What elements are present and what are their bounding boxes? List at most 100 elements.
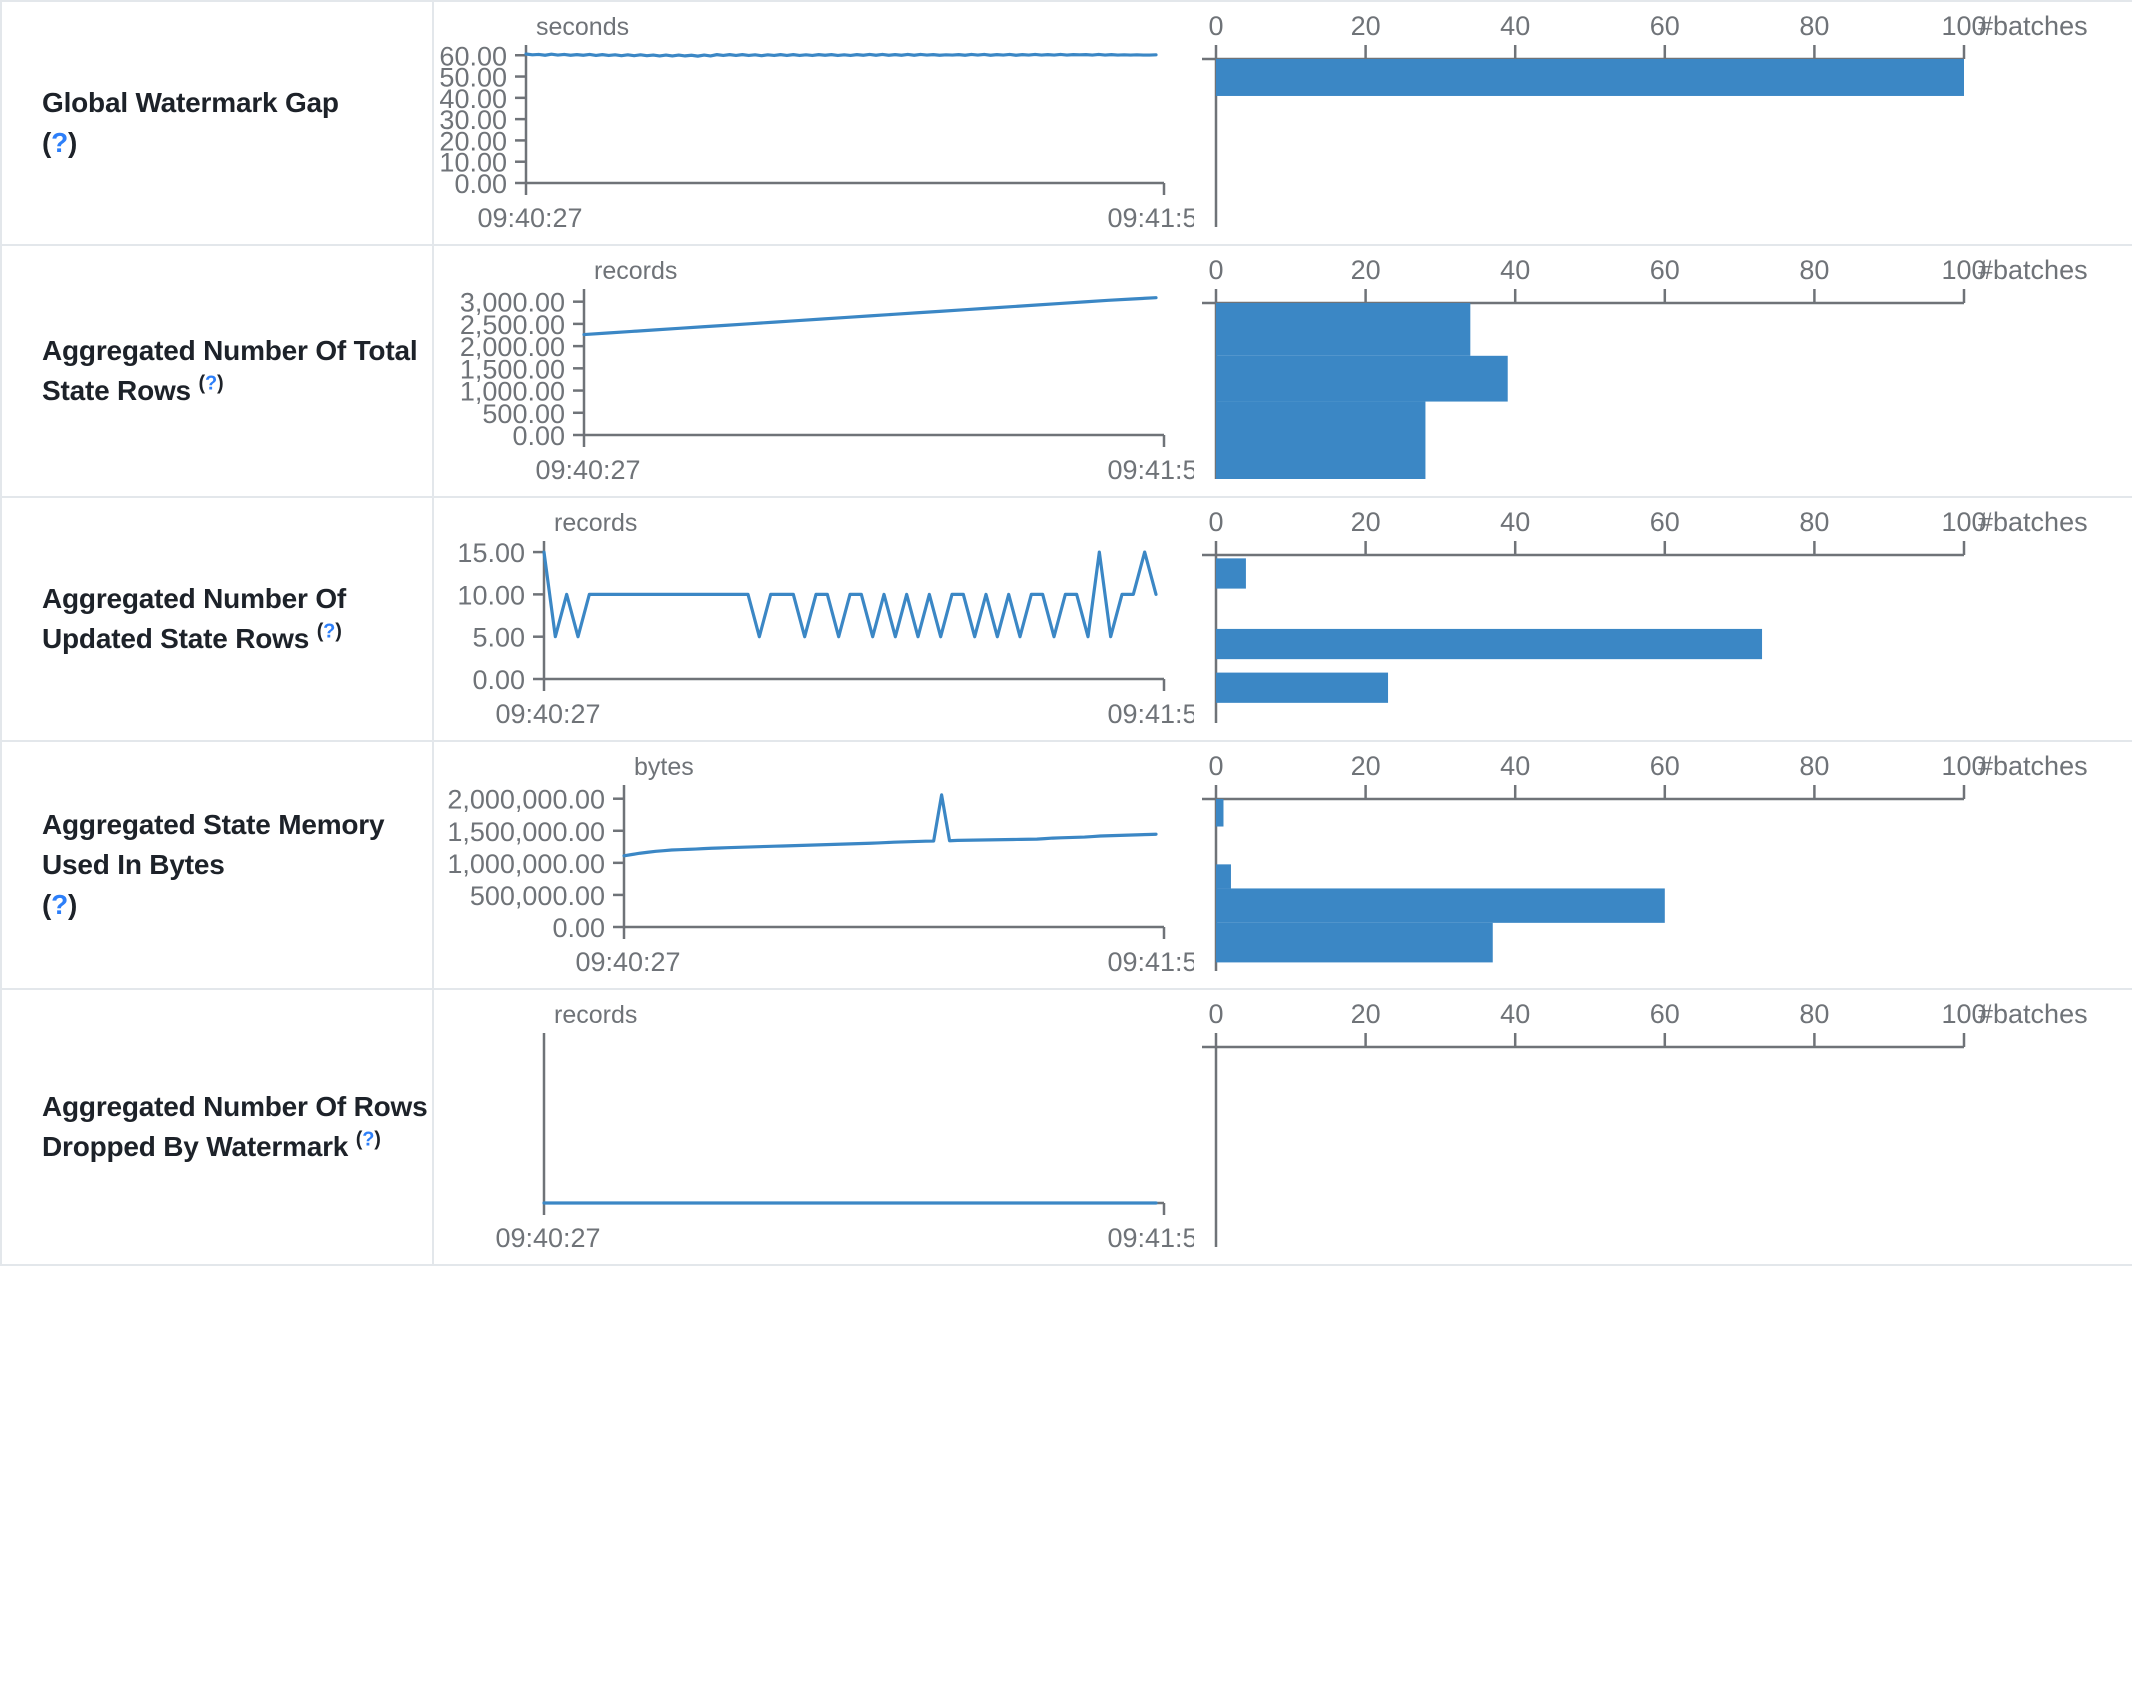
hist-x-axis-tick-label: 20 <box>1351 999 1381 1029</box>
y-axis-tick-label: 30.00 <box>439 105 507 135</box>
x-axis-tick-label-start: 09:40:27 <box>477 203 582 233</box>
chart-pair: records 0.00 500.00 1,000.00 1,500.00 2,000.0… <box>434 251 2132 491</box>
histogram-bar <box>1216 303 1471 356</box>
y-axis-unit-label: records <box>554 1001 637 1029</box>
x-axis-tick-label-end: 09:41:56 <box>1107 455 1194 485</box>
metric-label-cell: Aggregated Number Of Rows Dropped By Wat… <box>0 989 434 1265</box>
hist-x-axis-tick-label: 20 <box>1351 11 1381 41</box>
help-paren-open: ( <box>42 888 52 920</box>
x-axis-tick-label-end: 09:41:56 <box>1107 947 1194 977</box>
hist-x-axis-tick-label: 40 <box>1500 255 1530 285</box>
hist-x-axis-tick-label: 80 <box>1799 507 1829 537</box>
histogram-bar <box>1216 888 1665 923</box>
help-paren-open: ( <box>355 1128 363 1151</box>
y-axis-unit-label: records <box>594 257 677 285</box>
hist-x-axis-tick-label: 0 <box>1208 255 1223 285</box>
hist-x-axis-tick-label: 20 <box>1351 255 1381 285</box>
metric-title-text: Aggregated Number Of Updated State Rows <box>42 583 347 654</box>
table-row: Aggregated Number Of Rows Dropped By Wat… <box>0 989 2132 1265</box>
hist-x-axis-unit-label: #batches <box>1978 999 2088 1029</box>
hist-x-axis-tick-label: 20 <box>1351 507 1381 537</box>
chart-pair: bytes 0.00 500,000.00 1,000,000.00 1,500,000… <box>434 747 2132 983</box>
y-axis-tick-label: 10.00 <box>457 580 525 610</box>
hist-x-axis-tick-label: 100 <box>1941 11 1986 41</box>
y-axis-tick-label: 1,000.00 <box>460 377 565 407</box>
timeline-chart-aggregated-state-memory-used-in-bytes: bytes 0.00500,000.001,000,000.001,500,000… <box>447 753 1194 977</box>
y-axis-tick-label: 1,500.00 <box>460 354 565 384</box>
hist-x-axis-tick-label: 0 <box>1208 999 1223 1029</box>
y-axis-tick-label: 1,500,000.00 <box>447 817 605 847</box>
hist-x-axis-tick-label: 0 <box>1208 507 1223 537</box>
y-axis-tick-label: 2,000,000.00 <box>447 785 605 815</box>
metric-label-cell: Aggregated Number Of Total State Rows (?… <box>0 245 434 497</box>
hist-x-axis-tick-label: 60 <box>1650 255 1680 285</box>
timeline-wrapper: seconds 0.00 10.00 20.00 30.00 40.00 50.00 60.0… <box>434 7 1194 239</box>
metric-title: Aggregated State Memory Used In Bytes (?) <box>42 805 432 924</box>
hist-x-axis-unit-label: #batches <box>1978 11 2088 41</box>
metric-title-text: Aggregated Number Of Total State Rows <box>42 335 418 406</box>
hist-x-axis-tick-label: 40 <box>1500 751 1530 781</box>
y-axis-tick-label: 2,000.00 <box>460 332 565 362</box>
metric-help-link[interactable]: (?) <box>199 373 224 395</box>
hist-x-axis-unit-label: #batches <box>1978 507 2088 537</box>
hist-x-axis-tick-label: 20 <box>1351 751 1381 781</box>
timeline-series-line <box>542 550 1158 639</box>
metric-help-link[interactable]: (?) <box>42 889 77 920</box>
y-axis-tick-label: 3,000.00 <box>460 288 565 318</box>
metric-label-cell: Aggregated Number Of Updated State Rows … <box>0 497 434 741</box>
hist-x-axis-tick-label: 40 <box>1500 11 1530 41</box>
help-icon[interactable]: ? <box>362 1128 375 1151</box>
hist-x-axis-tick-label: 0 <box>1208 751 1223 781</box>
help-icon[interactable]: ? <box>51 127 69 158</box>
help-paren-close: ) <box>374 1128 381 1151</box>
histogram-bar <box>1216 922 1493 963</box>
timeline-wrapper: records 09:40:27 09:41:56 <box>434 995 1194 1259</box>
timeline-chart-global-watermark-gap: seconds 0.0010.0020.0030.0040.0050.0060.0… <box>439 13 1194 233</box>
histogram-bar <box>1216 672 1389 703</box>
metric-help-link[interactable]: (?) <box>42 127 77 158</box>
histogram-wrapper: 0 20 40 60 80 100 #batches <box>1194 995 2132 1259</box>
help-icon[interactable]: ? <box>323 620 336 643</box>
timeline-chart-aggregated-number-of-total-state-rows: records 0.00500.001,000.001,500.002,000.0… <box>460 257 1194 485</box>
chart-pair: records 0.00 5.00 10.00 15.00 09:40:27 09:41:5… <box>434 503 2132 735</box>
help-icon[interactable]: ? <box>51 888 69 920</box>
hist-x-axis-unit-label: #batches <box>1978 255 2088 285</box>
histogram-bar <box>1216 59 1964 96</box>
y-axis-tick-label: 0.00 <box>454 169 507 199</box>
timeline-series-line <box>622 793 1158 858</box>
metric-title: Aggregated Number Of Updated State Rows … <box>42 579 432 659</box>
histogram-chart-aggregated-state-memory-used-in-bytes: 0 20 40 60 80 100#batches <box>1202 751 2088 971</box>
timeline-wrapper: records 0.00 500.00 1,000.00 1,500.00 2,000.0… <box>434 251 1194 491</box>
help-icon[interactable]: ? <box>205 372 218 395</box>
hist-x-axis-tick-label: 100 <box>1941 255 1986 285</box>
chart-pair: seconds 0.00 10.00 20.00 30.00 40.00 50.00 60.0… <box>434 7 2132 239</box>
table-row: Global Watermark Gap (?) seconds 0.00 10.00 2… <box>0 1 2132 245</box>
hist-x-axis-tick-label: 40 <box>1500 999 1530 1029</box>
hist-x-axis-tick-label: 100 <box>1941 751 1986 781</box>
metric-help-link[interactable]: (?) <box>356 1129 381 1151</box>
histogram-chart-aggregated-number-of-rows-dropped-by-watermark: 0 20 40 60 80 100#batches <box>1202 999 2088 1247</box>
histogram-bar <box>1216 864 1231 889</box>
y-axis-tick-label: 20.00 <box>439 126 507 156</box>
y-axis-unit-label: bytes <box>634 753 694 781</box>
timeline-wrapper: records 0.00 5.00 10.00 15.00 09:40:27 09:41:5… <box>434 503 1194 735</box>
y-axis-tick-label: 5.00 <box>472 623 525 653</box>
help-paren-close: ) <box>335 620 342 643</box>
timeline-wrapper: bytes 0.00 500,000.00 1,000,000.00 1,500,000… <box>434 747 1194 983</box>
hist-x-axis-tick-label: 80 <box>1799 999 1829 1029</box>
hist-x-axis-tick-label: 60 <box>1650 507 1680 537</box>
metric-charts-cell: bytes 0.00 500,000.00 1,000,000.00 1,500,000… <box>432 741 2132 989</box>
y-axis-tick-label: 50.00 <box>439 63 507 93</box>
metric-help-link[interactable]: (?) <box>317 621 342 643</box>
histogram-wrapper: 0 20 40 60 80 100 #batches <box>1194 503 2132 735</box>
table-row: Aggregated Number Of Updated State Rows … <box>0 497 2132 741</box>
help-paren-close: ) <box>217 372 224 395</box>
hist-x-axis-tick-label: 80 <box>1799 11 1829 41</box>
timeline-series-line <box>582 296 1158 337</box>
x-axis-tick-label-start: 09:40:27 <box>495 699 600 729</box>
y-axis-tick-label: 500.00 <box>482 399 565 429</box>
metric-title: Aggregated Number Of Total State Rows (?… <box>42 331 432 411</box>
histogram-chart-aggregated-number-of-updated-state-rows: 0 20 40 60 80 100#batches <box>1202 507 2088 723</box>
x-axis-tick-label-end: 09:41:56 <box>1107 1223 1194 1253</box>
y-axis-unit-label: records <box>554 509 637 537</box>
